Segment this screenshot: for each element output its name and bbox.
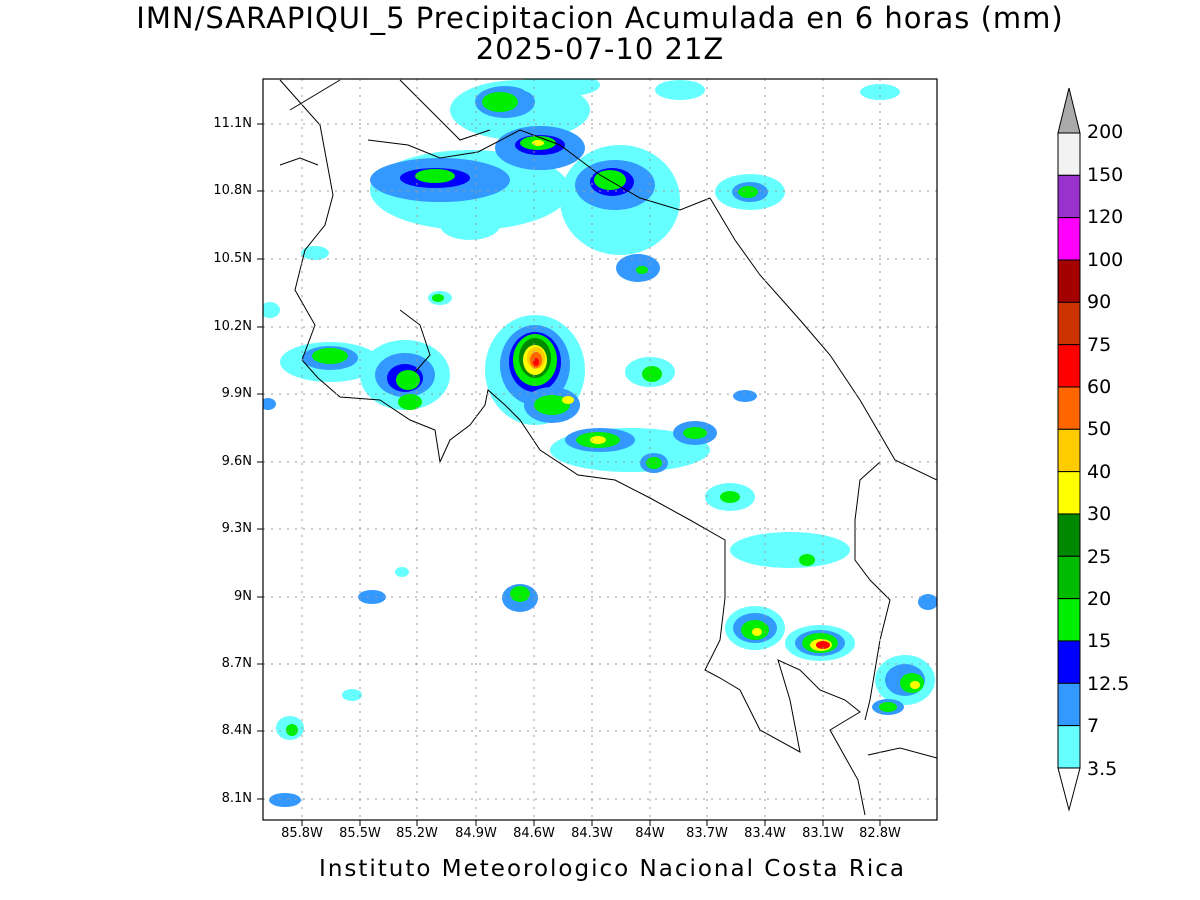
- colorbar-swatch: [1057, 301, 1081, 346]
- colorbar-swatch: [1057, 428, 1081, 473]
- lon-label: 83.4W: [744, 826, 786, 841]
- colorbar-under-arrow: [1057, 767, 1081, 812]
- tick-marks: [257, 123, 881, 826]
- lat-label: 9.3N: [221, 521, 252, 536]
- colorbar-label: 120: [1087, 206, 1124, 228]
- colorbar-label: 100: [1087, 249, 1124, 271]
- colorbar-label: 12.5: [1087, 673, 1130, 695]
- colorbar-swatch: [1057, 598, 1081, 642]
- lon-label: 84.9W: [455, 826, 497, 841]
- colorbar-label: 60: [1087, 376, 1112, 398]
- lon-label: 84W: [635, 826, 665, 841]
- lat-label: 9N: [234, 589, 252, 604]
- precipitation-field: [263, 79, 937, 807]
- rain-cluster-north: [370, 79, 900, 282]
- lat-label: 10.8N: [213, 183, 252, 198]
- rain-cluster-central: [358, 315, 757, 612]
- grid-lines: [263, 79, 937, 820]
- colorbar-swatch: [1057, 386, 1081, 430]
- lon-label: 85.2W: [396, 826, 438, 841]
- colorbar-swatch: [1057, 217, 1081, 261]
- colorbar-label: 50: [1087, 418, 1112, 440]
- lon-label: 85.8W: [281, 826, 323, 841]
- lat-label: 10.5N: [213, 251, 252, 266]
- colorbar-label: 75: [1087, 334, 1112, 356]
- lon-label: 83.7W: [686, 826, 728, 841]
- lat-label: 8.4N: [221, 723, 252, 738]
- lat-label: 11.1N: [213, 116, 252, 131]
- lat-label: 8.1N: [221, 791, 252, 806]
- lon-label: 85.5W: [339, 826, 381, 841]
- rain-cluster-south: [269, 483, 937, 807]
- colorbar-label: 150: [1087, 164, 1124, 186]
- colorbar-swatch: [1057, 513, 1081, 557]
- colorbar-swatch: [1057, 725, 1081, 769]
- colorbar-label: 7: [1087, 715, 1100, 737]
- lat-label: 8.7N: [221, 656, 252, 671]
- colorbar-swatch: [1057, 132, 1081, 176]
- colorbar-label: 25: [1087, 546, 1112, 568]
- lat-label: 9.6N: [221, 454, 252, 469]
- lon-label: 84.6W: [513, 826, 555, 841]
- lat-label: 9.9N: [221, 386, 252, 401]
- colorbar-swatch: [1057, 640, 1081, 684]
- colorbar-swatch: [1057, 174, 1081, 219]
- colorbar-label: 20: [1087, 588, 1112, 610]
- colorbar-swatch: [1057, 682, 1081, 727]
- lat-label: 10.2N: [213, 319, 252, 334]
- colorbar-swatch: [1057, 344, 1081, 388]
- colorbar-over-arrow: [1057, 87, 1081, 134]
- colorbar-label: 15: [1087, 630, 1112, 652]
- map-title: IMN/SARAPIQUI_5 Precipitacion Acumulada …: [136, 1, 1064, 35]
- footer-credit: Instituto Meteorologico Nacional Costa R…: [319, 856, 906, 882]
- colorbar-swatch: [1057, 471, 1081, 515]
- colorbar-label: 3.5: [1087, 758, 1118, 780]
- lon-label: 84.3W: [571, 826, 613, 841]
- colorbar-label: 90: [1087, 291, 1112, 313]
- map-datetime: 2025-07-10 21Z: [475, 32, 725, 66]
- lon-label: 82.8W: [859, 826, 901, 841]
- colorbar-swatch: [1057, 555, 1081, 600]
- colorbar-swatch: [1057, 259, 1081, 303]
- colorbar-label: 30: [1087, 503, 1112, 525]
- rain-cluster-northwest: [263, 246, 452, 410]
- colorbar-label: 200: [1087, 121, 1124, 143]
- plot-frame: [262, 78, 938, 821]
- lon-label: 83.1W: [802, 826, 844, 841]
- colorbar: [1057, 87, 1081, 812]
- colorbar-label: 40: [1087, 461, 1112, 483]
